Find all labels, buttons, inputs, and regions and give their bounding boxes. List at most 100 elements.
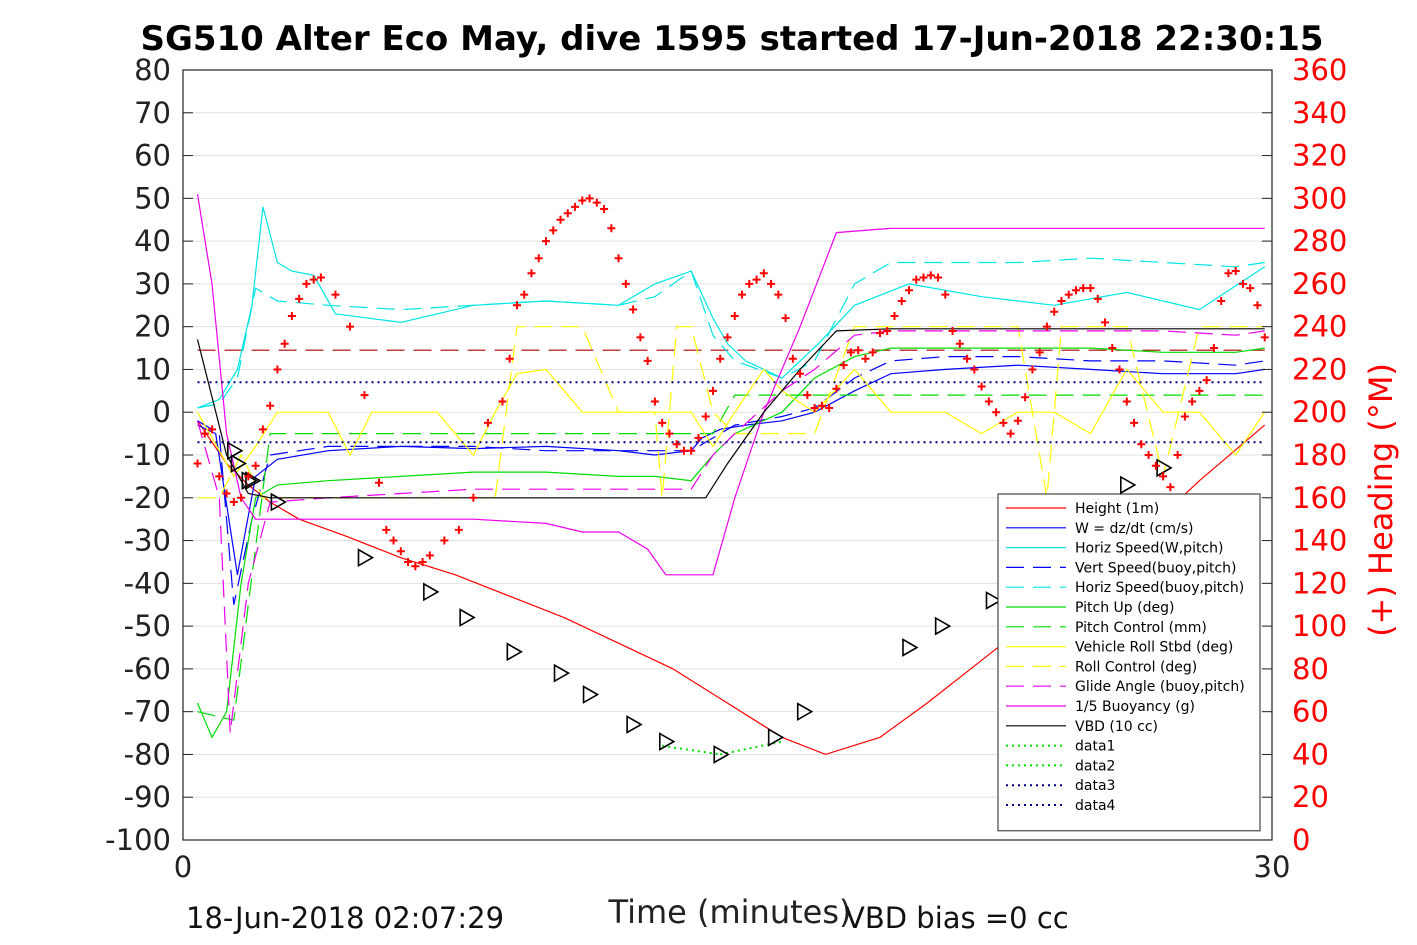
- right-tick-label: 340: [1292, 96, 1347, 130]
- left-tick-label: 0: [153, 395, 171, 429]
- series-line-7: [196, 368, 1266, 478]
- heading-point: [621, 279, 630, 288]
- heading-point: [861, 354, 870, 363]
- height-marker: [459, 608, 476, 627]
- heading-point: [796, 369, 805, 378]
- right-tick-label: 300: [1292, 181, 1347, 215]
- heading-point: [1217, 297, 1226, 305]
- heading-point: [375, 478, 384, 487]
- height-marker: [1120, 475, 1137, 495]
- left-tick-label: -60: [124, 652, 171, 686]
- heading-point: [396, 547, 405, 556]
- legend-label: Glide Angle (buoy,pitch): [1075, 679, 1245, 695]
- heading-point: [1086, 284, 1095, 293]
- heading-point: [846, 348, 855, 357]
- legend-label: data4: [1075, 798, 1116, 814]
- heading-point: [527, 269, 536, 278]
- heading-point: [309, 275, 318, 284]
- heading-point: [890, 311, 899, 320]
- series-line-5: [196, 347, 1265, 739]
- height-marker: [357, 548, 375, 568]
- right-tick-label: 120: [1292, 566, 1347, 600]
- heading-point: [1130, 418, 1139, 427]
- heading-point: [229, 498, 238, 507]
- heading-point: [237, 493, 246, 502]
- heading-point: [1050, 307, 1059, 316]
- legend-label: Pitch Up (deg): [1075, 600, 1174, 616]
- heading-point: [1071, 286, 1080, 295]
- heading-point: [1188, 397, 1197, 406]
- left-axis: 80 70 60 50 40 30 20 10 0 -10 -20 -30 -40 -50 -60 -70 -8…: [105, 53, 193, 857]
- right-tick-label: 60: [1292, 695, 1329, 729]
- heading-point: [592, 198, 601, 207]
- series-line-2: [197, 206, 1266, 409]
- right-tick-label: 360: [1292, 53, 1347, 87]
- heading-point: [1064, 290, 1073, 299]
- heading-point: [1137, 440, 1146, 449]
- heading-point: [919, 273, 928, 282]
- heading-point: [498, 397, 507, 406]
- heading-point: [912, 275, 921, 284]
- heading-point: [788, 354, 797, 363]
- legend-label: data2: [1075, 758, 1115, 774]
- heading-point: [1035, 348, 1044, 357]
- legend-label: VBD (10 cc): [1075, 719, 1158, 735]
- heading-point: [963, 354, 972, 363]
- right-tick-label: 100: [1292, 609, 1347, 643]
- height-marker: [553, 663, 571, 683]
- heading-point: [1195, 386, 1204, 395]
- legend-box: [997, 493, 1261, 832]
- heading-point: [215, 472, 224, 481]
- x-tick-label: 0: [174, 850, 192, 884]
- right-tick-label: 0: [1292, 823, 1310, 857]
- heading-point: [825, 403, 834, 412]
- heading-point: [701, 412, 710, 421]
- heading-point: [316, 273, 325, 282]
- heading-point: [992, 408, 1001, 417]
- left-tick-label: -40: [124, 566, 171, 600]
- heading-point: [730, 311, 739, 320]
- heading-point: [1079, 284, 1088, 293]
- heading-point: [767, 279, 776, 288]
- heading-point: [752, 275, 761, 284]
- heading-point: [302, 279, 311, 288]
- heading-point: [955, 339, 964, 348]
- heading-point: [1209, 344, 1218, 353]
- series-line-13: [719, 740, 783, 756]
- height-marker: [1156, 458, 1173, 478]
- heading-point: [926, 271, 935, 280]
- heading-point: [193, 459, 202, 468]
- heading-point: [1231, 267, 1240, 276]
- legend-label: Roll Control (deg): [1075, 659, 1197, 675]
- left-tick-label: -50: [124, 609, 171, 643]
- heading-point: [418, 557, 427, 566]
- heading-point: [469, 493, 478, 502]
- heading-point: [258, 425, 267, 434]
- heading-point: [774, 290, 783, 299]
- heading-point: [614, 254, 623, 263]
- right-tick-label: 320: [1292, 139, 1347, 173]
- heading-point: [1180, 412, 1189, 421]
- heading-point: [389, 536, 398, 545]
- heading-point: [382, 525, 391, 534]
- legend-label: W = dz/dt (cm/s): [1075, 521, 1194, 537]
- series-line-6: [197, 394, 1265, 721]
- heading-point: [810, 403, 819, 412]
- heading-point: [266, 401, 275, 410]
- heading-point: [549, 226, 558, 235]
- heading-points: [193, 194, 1269, 571]
- heading-point: [977, 382, 986, 391]
- height-marker: [985, 591, 1003, 610]
- heading-point: [483, 418, 492, 427]
- heading-point: [331, 290, 340, 299]
- right-axis-label: (+) Heading (°M): [1362, 363, 1400, 637]
- heading-point: [1173, 451, 1182, 459]
- right-axis: 3603403203002802602402202001801601401201…: [1262, 53, 1347, 857]
- height-marker: [270, 492, 287, 512]
- heading-point: [738, 290, 747, 299]
- legend-label: Vert Speed(buoy,pitch): [1075, 560, 1237, 576]
- heading-point: [1260, 333, 1269, 342]
- heading-point: [868, 348, 877, 357]
- right-tick-label: 180: [1292, 438, 1347, 472]
